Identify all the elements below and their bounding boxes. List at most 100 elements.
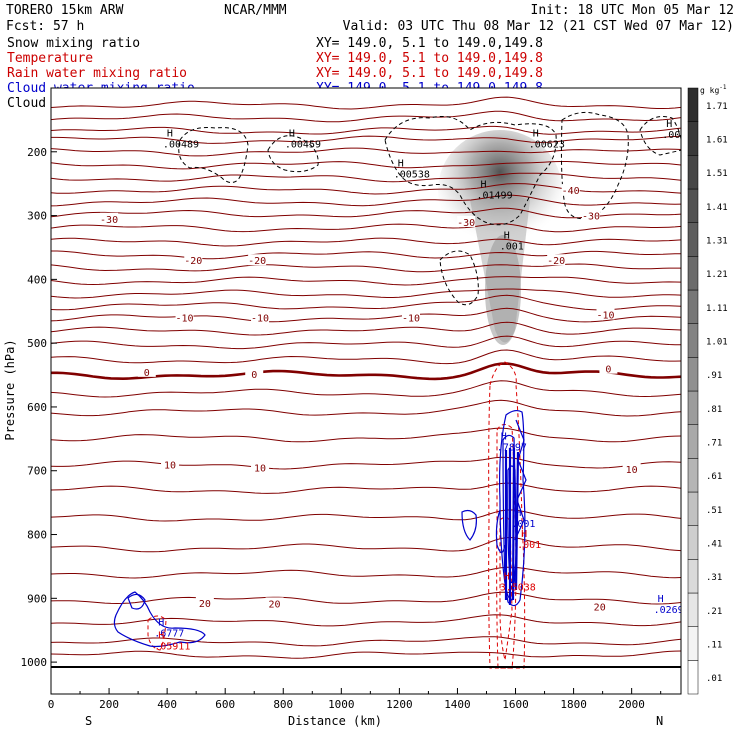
isotherm [51, 566, 681, 579]
x-tick-label: 2000 [618, 698, 645, 711]
isotherm [51, 349, 681, 365]
cloud-water-max-value: .0269 [654, 605, 684, 616]
cloud-water-max-h-marker: H [158, 618, 164, 629]
snow-max-value: .00489 [163, 139, 199, 150]
snow-max-h-marker: H [167, 128, 173, 139]
rain-max-value: 3.5038 [500, 583, 536, 594]
isotherm [51, 636, 681, 647]
temperature-label: -20 [184, 256, 202, 267]
colorbar-level: .11 [706, 641, 722, 651]
legend-label: Temperature [7, 51, 93, 66]
rain-max-h-marker: H [504, 572, 510, 583]
temp-label-bg [265, 597, 284, 609]
colorbar-level: 1.71 [706, 102, 728, 112]
plot-contents: -30 -30 -30 -40 -20 -20 -20 -10 -10 -10 -10 0 0 0 10 10… [51, 96, 684, 669]
y-tick-label: 200 [27, 146, 47, 159]
colorbar-level: .81 [706, 405, 722, 415]
isotherm [51, 172, 681, 183]
y-tick-label: 1000 [21, 656, 48, 669]
plot-frame [50, 87, 682, 695]
ice-max-h-marker: H [480, 179, 486, 190]
temp-label-bg [582, 209, 600, 221]
snow-max-value: .00538 [394, 169, 430, 180]
temperature-labels: -30 -30 -30 -40 -20 -20 -20 -10 -10 -10 -10 0 0 0 10 10… [100, 184, 641, 614]
rain-max-value: .001 [517, 540, 541, 551]
ice-max-value: .001 [500, 241, 524, 252]
isotherm [51, 362, 681, 381]
y-tick-label: 600 [27, 401, 47, 414]
temperature-label: 0 [605, 365, 611, 376]
isotherm [51, 321, 681, 336]
isotherm [51, 110, 681, 123]
x-tick-label: 1400 [444, 698, 471, 711]
init-time: Init: 18 UTC Mon 05 Mar 12 [531, 3, 735, 18]
legend-xy: XY= 149.0, 5.1 to 149.0,149.8 [316, 51, 543, 66]
temperature-label: 10 [164, 460, 176, 471]
ice-max-h-marker: H [504, 230, 510, 241]
colorbar-level: 1.11 [706, 304, 728, 314]
x-axis-label: Distance (km) [288, 714, 382, 728]
cloud-water-core [504, 447, 520, 605]
colorbar-level: .21 [706, 607, 722, 617]
temperature-label: -20 [248, 256, 266, 267]
snow-max-value: .00623 [529, 139, 565, 150]
colorbar-swatch [687, 390, 699, 425]
colorbar-swatch [687, 660, 699, 695]
colorbar-swatch [687, 188, 699, 223]
valid-time: Valid: 03 UTC Thu 08 Mar 12 (21 CST Wed … [343, 19, 734, 34]
x-tick-label: 200 [99, 698, 119, 711]
legend-xy: XY= 149.0, 5.1 to 149.0,149.8 [316, 66, 543, 81]
isotherm [51, 399, 681, 417]
colorbar-level: 1.41 [706, 203, 728, 213]
colorbar: .01 .11 .21 .31 .41 .51 .61 .71 .81 .91 1.01 1.11 1.… [687, 84, 728, 695]
temperature-label: -30 [457, 218, 475, 229]
temperature-isotherms [51, 96, 681, 659]
colorbar-unit: g kg-1 [700, 84, 727, 95]
colorbar-level: .71 [706, 439, 722, 449]
isotherm [51, 427, 681, 443]
temperature-label: 0 [251, 370, 257, 381]
legend-label: Rain water mixing ratio [7, 66, 187, 81]
colorbar-swatch [687, 559, 699, 594]
south-label: S [85, 714, 92, 728]
organization: NCAR/MMM [224, 3, 287, 18]
isotherm [51, 380, 681, 398]
isotherm [51, 161, 681, 170]
x-tick-label: 0 [48, 698, 55, 711]
temp-label-bg [457, 215, 476, 227]
y-tick-label: 800 [27, 529, 47, 542]
forecast-hour: Fcst: 57 h [6, 19, 84, 34]
temp-label-bg [184, 254, 203, 266]
cloud-water-max-value: .001 [511, 519, 535, 530]
x-tick-label: 1000 [328, 698, 355, 711]
colorbar-swatch [687, 121, 699, 156]
snow-max-h-marker: H [533, 128, 539, 139]
temp-label-bg [622, 462, 641, 474]
isotherm [51, 250, 681, 260]
snow-contours [178, 111, 681, 306]
temp-label-bg [251, 461, 270, 473]
colorbar-swatch [687, 525, 699, 560]
temperature-label: 20 [269, 599, 281, 610]
maximum-labels: H.00489H.00459H.00538H.00623H.0074H.0149… [154, 119, 684, 653]
colorbar-level: .51 [706, 506, 722, 516]
isotherm [51, 288, 681, 299]
y-tick-label: 700 [27, 465, 47, 478]
isotherm [51, 650, 681, 659]
isotherm [51, 509, 681, 522]
temperature-label: -10 [402, 314, 420, 325]
temperature-label: 0 [144, 368, 150, 379]
colorbar-level: 1.51 [706, 169, 728, 179]
colorbar-level: 1.31 [706, 237, 728, 247]
x-tick-label: 600 [215, 698, 235, 711]
colorbar-level: .01 [706, 674, 722, 684]
temp-label-bg [599, 362, 618, 374]
isotherm [51, 147, 681, 157]
colorbar-swatch [687, 289, 699, 324]
snow-max-h-marker: H [666, 119, 672, 130]
colorbar-swatch [687, 491, 699, 526]
temperature-label: -10 [596, 310, 614, 321]
rain-max-h-marker: H [158, 630, 164, 641]
snow-max-value: .00459 [285, 139, 321, 150]
isotherm [51, 194, 681, 207]
